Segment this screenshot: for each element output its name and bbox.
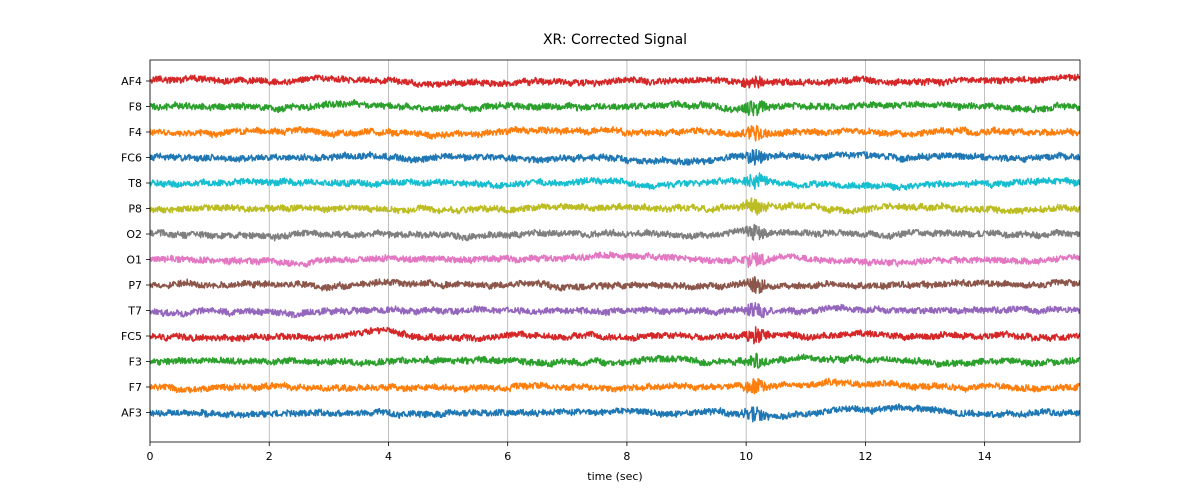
channel-label: T7 [127,305,142,318]
channel-label: F4 [129,126,142,139]
x-tick-label: 8 [623,450,630,463]
channel-label: O1 [126,254,142,267]
channel-label: F8 [129,101,142,114]
channel-label: AF3 [121,407,142,420]
eeg-signal-chart: 0 2 4 6 8 10 12 14 AF4 F8 F4 FC6 T8 P8 O2 O1 P7 T7 FC5 F3 F7… [0,0,1200,500]
x-tick-label: 14 [978,450,992,463]
channel-label: AF4 [121,75,142,88]
x-tick-label: 0 [147,450,154,463]
chart-title: XR: Corrected Signal [543,32,687,48]
channel-label: T8 [127,177,142,190]
x-tick-label: 12 [858,450,872,463]
channel-label: F7 [129,381,142,394]
channel-label: O2 [126,228,142,241]
x-tick-label: 4 [385,450,392,463]
x-axis-label: time (sec) [587,470,642,483]
channel-label: P8 [128,203,142,216]
x-tick-label: 2 [266,450,273,463]
channel-label: P7 [128,279,142,292]
channel-label: F3 [129,356,142,369]
channel-label: FC5 [121,330,142,343]
x-tick-label: 6 [504,450,511,463]
channel-label: FC6 [121,152,142,165]
x-tick-label: 10 [739,450,753,463]
